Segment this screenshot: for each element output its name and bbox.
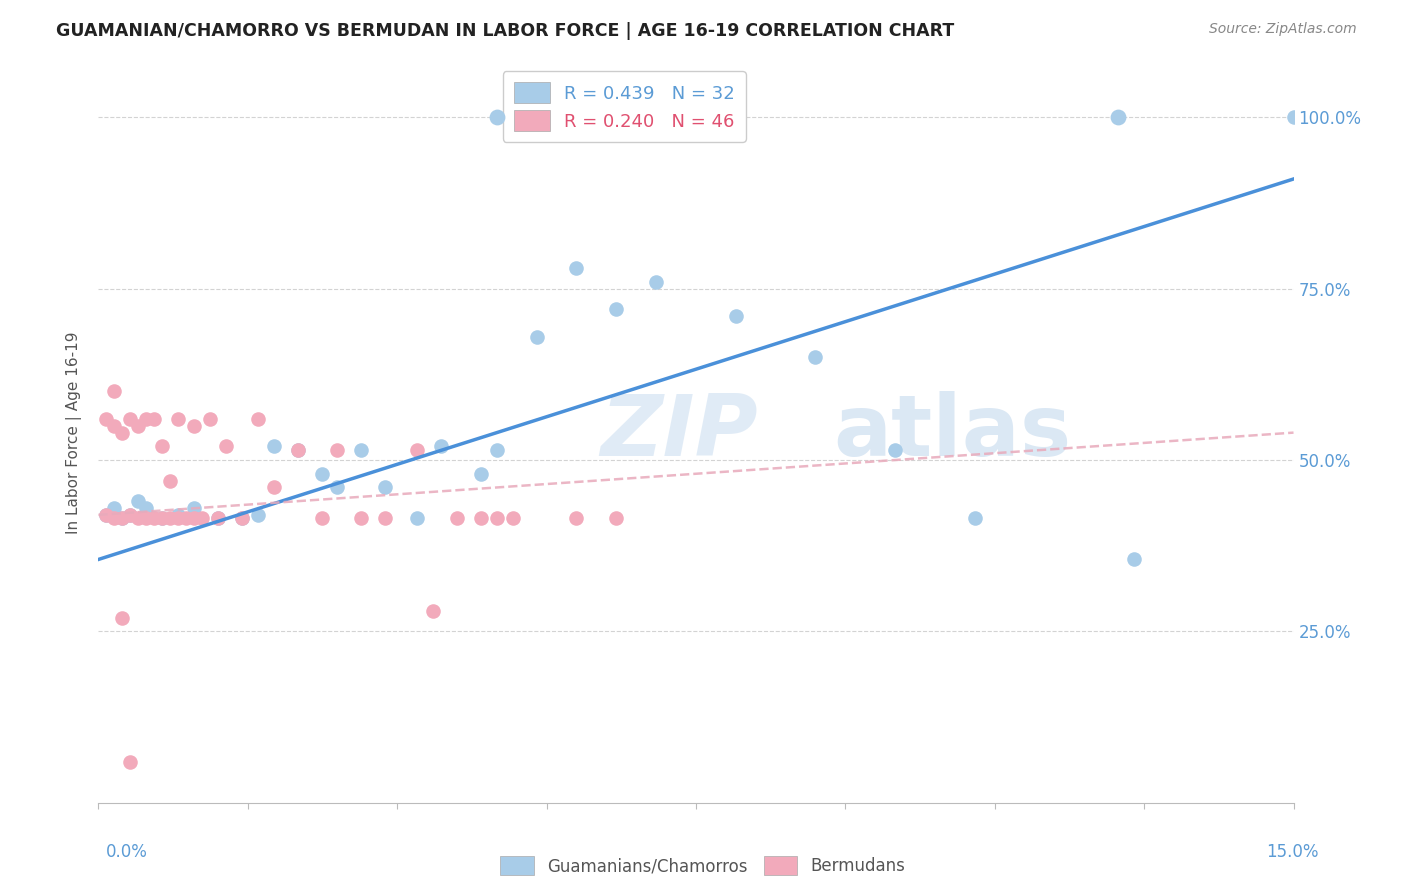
Text: Source: ZipAtlas.com: Source: ZipAtlas.com xyxy=(1209,22,1357,37)
Point xyxy=(96,412,118,426)
Point xyxy=(167,508,190,522)
Point xyxy=(143,412,166,426)
Point xyxy=(103,384,125,399)
Point xyxy=(311,467,333,481)
Point xyxy=(287,442,309,457)
Point xyxy=(111,511,134,525)
Point xyxy=(127,494,149,508)
Point xyxy=(326,480,349,494)
Point xyxy=(311,511,333,525)
Point xyxy=(724,309,747,323)
Point xyxy=(326,442,349,457)
Text: ZIP: ZIP xyxy=(600,391,758,475)
Point xyxy=(406,442,429,457)
Point xyxy=(446,511,468,525)
Point xyxy=(103,501,125,516)
Point xyxy=(120,412,142,426)
Point xyxy=(167,412,190,426)
Point xyxy=(605,302,627,317)
Point xyxy=(135,511,157,525)
Point xyxy=(135,501,157,516)
Point xyxy=(374,511,396,525)
Point xyxy=(422,604,444,618)
Point xyxy=(246,412,269,426)
Point xyxy=(111,610,134,624)
Point xyxy=(159,474,181,488)
Point xyxy=(263,480,285,494)
Point xyxy=(143,511,166,525)
Point xyxy=(183,418,205,433)
Point xyxy=(485,110,508,124)
Point xyxy=(120,508,142,522)
Point xyxy=(159,511,181,525)
Point xyxy=(645,275,668,289)
Point xyxy=(502,511,524,525)
Text: atlas: atlas xyxy=(834,391,1071,475)
Point xyxy=(191,511,214,525)
Point xyxy=(127,418,149,433)
Point xyxy=(287,442,309,457)
Point xyxy=(150,439,173,453)
Legend: R = 0.439   N = 32, R = 0.240   N = 46: R = 0.439 N = 32, R = 0.240 N = 46 xyxy=(503,71,745,142)
Point xyxy=(374,480,396,494)
Point xyxy=(430,439,453,453)
Point xyxy=(485,511,508,525)
Point xyxy=(183,511,205,525)
Point xyxy=(96,508,118,522)
Legend: Guamanians/Chamorros, Bermudans: Guamanians/Chamorros, Bermudans xyxy=(494,849,912,882)
Point xyxy=(605,511,627,525)
Point xyxy=(150,511,173,525)
Y-axis label: In Labor Force | Age 16-19: In Labor Force | Age 16-19 xyxy=(66,331,83,534)
Point xyxy=(804,350,827,364)
Point xyxy=(526,329,548,343)
Point xyxy=(96,508,118,522)
Point xyxy=(263,439,285,453)
Point xyxy=(135,412,157,426)
Point xyxy=(1282,110,1305,124)
Text: GUAMANIAN/CHAMORRO VS BERMUDAN IN LABOR FORCE | AGE 16-19 CORRELATION CHART: GUAMANIAN/CHAMORRO VS BERMUDAN IN LABOR … xyxy=(56,22,955,40)
Point xyxy=(470,467,492,481)
Point xyxy=(231,511,253,525)
Point xyxy=(485,442,508,457)
Text: 0.0%: 0.0% xyxy=(105,843,148,861)
Point xyxy=(350,442,373,457)
Point xyxy=(127,511,149,525)
Point xyxy=(111,425,134,440)
Point xyxy=(1123,552,1146,566)
Point xyxy=(884,442,907,457)
Point xyxy=(963,511,986,525)
Point xyxy=(183,501,205,516)
Point xyxy=(207,511,229,525)
Text: 15.0%: 15.0% xyxy=(1267,843,1319,861)
Point xyxy=(103,418,125,433)
Point xyxy=(565,511,588,525)
Point xyxy=(120,755,142,769)
Point xyxy=(198,412,221,426)
Point xyxy=(120,508,142,522)
Point xyxy=(1107,110,1129,124)
Point xyxy=(103,511,125,525)
Point xyxy=(470,511,492,525)
Point xyxy=(215,439,238,453)
Point xyxy=(150,511,173,525)
Point xyxy=(565,261,588,276)
Point xyxy=(246,508,269,522)
Point xyxy=(167,511,190,525)
Point xyxy=(111,511,134,525)
Point xyxy=(207,511,229,525)
Point xyxy=(231,511,253,525)
Point xyxy=(174,511,197,525)
Point xyxy=(406,511,429,525)
Point xyxy=(350,511,373,525)
